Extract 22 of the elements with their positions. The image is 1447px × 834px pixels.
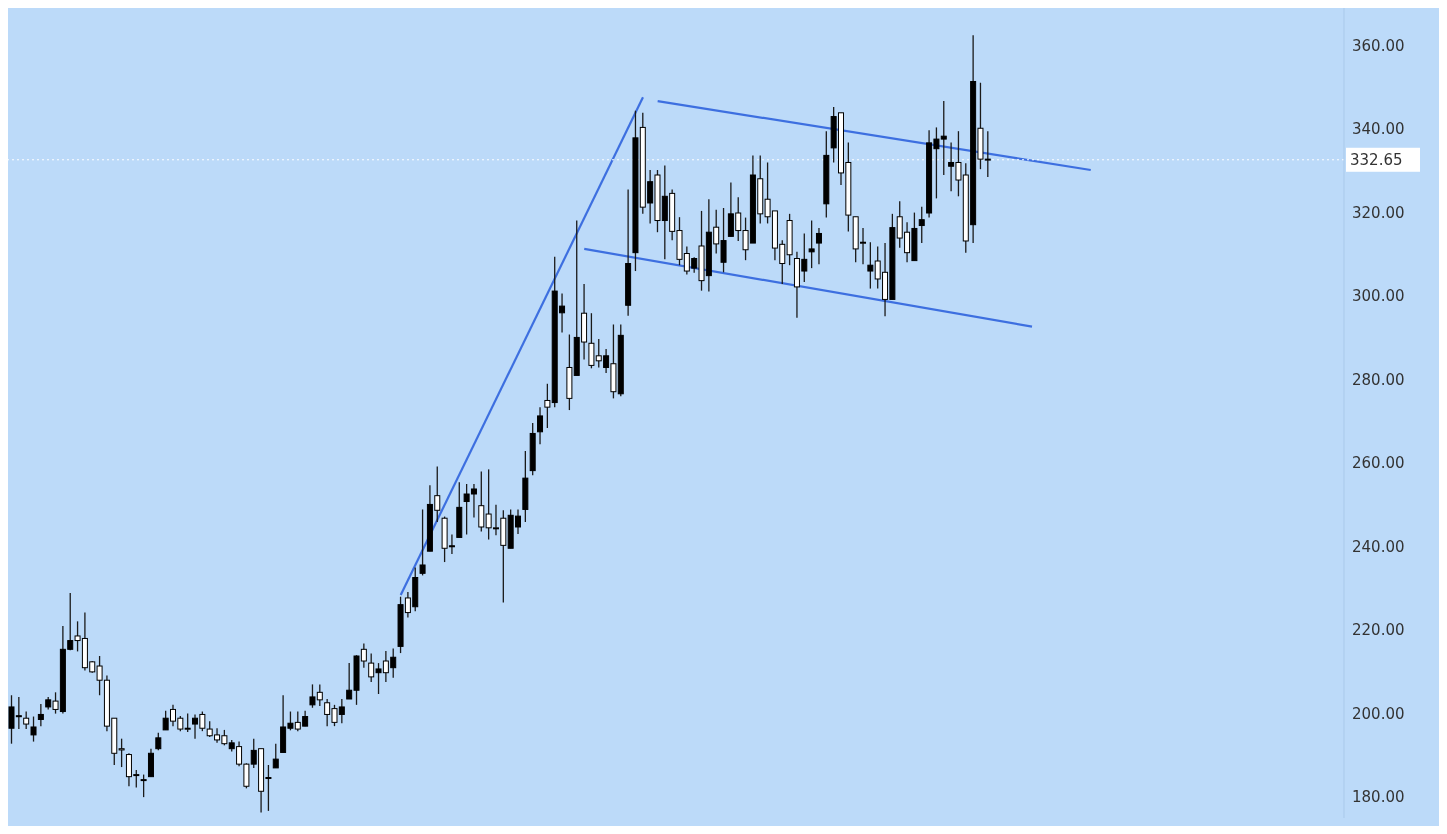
candlestick [30,715,37,743]
y-tick-label: 280.00 [1352,370,1405,389]
y-tick-label: 200.00 [1352,704,1405,723]
y-tick-label: 360.00 [1352,36,1405,55]
y-tick-label: 240.00 [1352,537,1405,556]
candlestick [808,219,815,269]
candlestick [147,748,154,778]
candlestick [815,227,822,266]
y-tick-label: 320.00 [1352,203,1405,222]
ref-line-label: 332.65 [1350,150,1403,169]
candlestick [419,508,426,577]
y-tick-label: 340.00 [1352,120,1405,139]
candlestick [272,743,279,769]
y-tick-label: 260.00 [1352,454,1405,473]
y-tick-label: 300.00 [1352,287,1405,306]
y-tick-label: 180.00 [1352,788,1405,807]
candlestick [140,773,147,798]
y-tick-label: 220.00 [1352,621,1405,640]
candlestick [37,703,44,727]
candlestick [537,406,544,445]
candlestick [918,206,925,244]
candlestick [184,712,191,733]
